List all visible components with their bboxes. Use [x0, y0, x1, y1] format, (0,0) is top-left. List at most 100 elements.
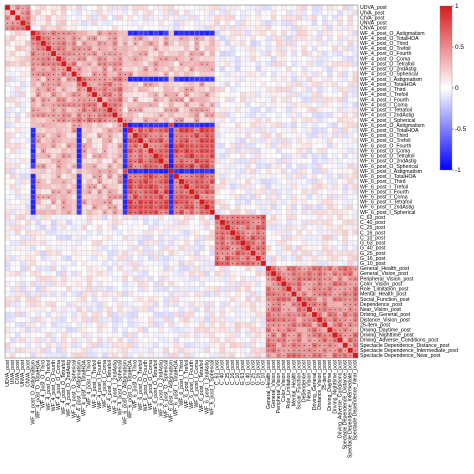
significance-marker: *	[329, 267, 331, 272]
heatmap-cell	[235, 30, 241, 36]
heatmap-cell	[122, 102, 128, 108]
heatmap-cell	[81, 97, 87, 103]
heatmap-cell	[132, 173, 139, 179]
heatmap-cell	[91, 163, 98, 169]
heatmap-cell	[138, 97, 144, 103]
heatmap-cell	[281, 71, 287, 77]
heatmap-cell	[102, 35, 108, 41]
heatmap-cell	[265, 61, 272, 67]
heatmap-cell	[327, 51, 333, 57]
significance-marker: *	[109, 103, 111, 108]
heatmap-cell	[265, 40, 272, 46]
heatmap-cell	[30, 102, 36, 108]
heatmap-cell	[265, 66, 272, 72]
heatmap-cell	[158, 61, 164, 67]
heatmap-cell	[138, 81, 144, 87]
significance-marker: *	[206, 154, 208, 159]
heatmap-cell	[143, 97, 149, 103]
heatmap-cell	[352, 296, 359, 302]
heatmap-cell	[132, 25, 139, 31]
significance-marker: *	[160, 113, 162, 118]
heatmap-cell	[322, 112, 328, 118]
heatmap-cell	[245, 107, 251, 113]
heatmap-cell	[271, 291, 277, 297]
heatmap-cell	[199, 56, 205, 62]
heatmap-cell	[204, 219, 210, 226]
heatmap-cell	[337, 25, 343, 31]
heatmap-cell	[81, 91, 87, 98]
heatmap-cell	[102, 224, 108, 231]
heatmap-cell	[25, 199, 31, 205]
heatmap-cell	[40, 66, 46, 72]
heatmap-cell	[178, 255, 185, 261]
heatmap-cell	[163, 168, 169, 174]
significance-marker: *	[314, 287, 316, 292]
heatmap-cell	[342, 255, 348, 261]
heatmap-cell	[301, 286, 307, 292]
heatmap-cell	[97, 56, 103, 62]
heatmap-cell	[281, 235, 287, 241]
heatmap-cell	[209, 204, 215, 210]
heatmap-cell	[347, 127, 353, 133]
heatmap-cell	[311, 143, 318, 149]
heatmap-cell	[40, 127, 46, 133]
heatmap-cell	[51, 35, 57, 41]
heatmap-cell	[209, 209, 215, 215]
significance-marker: *	[140, 31, 142, 36]
heatmap-cell	[209, 86, 215, 93]
heatmap-cell	[158, 127, 164, 133]
significance-marker: *	[196, 129, 198, 134]
significance-marker: *	[339, 282, 341, 287]
significance-marker: *	[176, 180, 178, 185]
significance-marker: *	[37, 31, 39, 36]
heatmap-cell	[209, 250, 215, 256]
heatmap-cell	[199, 184, 205, 190]
significance-marker: *	[145, 180, 147, 185]
significance-marker: *	[73, 124, 75, 129]
heatmap-cell	[51, 153, 57, 159]
heatmap-cell	[35, 81, 41, 87]
heatmap-cell	[138, 189, 144, 195]
heatmap-cell	[143, 281, 149, 287]
heatmap-cell	[81, 235, 87, 241]
heatmap-cell	[30, 76, 36, 82]
heatmap-cell	[199, 214, 205, 220]
heatmap-cell	[332, 276, 338, 282]
heatmap-cell	[286, 168, 292, 174]
heatmap-cell	[153, 245, 159, 251]
heatmap-cell	[15, 260, 21, 266]
heatmap-cell	[158, 138, 164, 144]
heatmap-cell	[332, 163, 338, 169]
significance-marker: *	[232, 216, 234, 221]
heatmap-cell	[271, 122, 277, 128]
heatmap-cell	[224, 281, 231, 287]
heatmap-cell	[301, 25, 307, 31]
heatmap-cell	[153, 138, 159, 144]
heatmap-cell	[178, 189, 185, 195]
heatmap-cell	[153, 209, 159, 215]
heatmap-cell	[291, 10, 297, 16]
heatmap-cell	[117, 61, 123, 67]
heatmap-cell	[311, 260, 318, 266]
heatmap-cell	[317, 173, 323, 179]
heatmap-cell	[291, 184, 297, 190]
heatmap-cell	[117, 66, 123, 72]
heatmap-cell	[122, 117, 128, 123]
heatmap-cell	[40, 56, 46, 62]
heatmap-cell	[296, 199, 302, 205]
heatmap-cell	[260, 199, 266, 205]
heatmap-cell	[35, 163, 41, 169]
heatmap-cell	[265, 224, 272, 231]
heatmap-cell	[138, 143, 144, 149]
heatmap-cell	[148, 117, 154, 123]
significance-marker: *	[186, 144, 188, 149]
significance-marker: *	[227, 241, 229, 246]
heatmap-cell	[214, 66, 220, 72]
heatmap-cell	[184, 10, 190, 16]
heatmap-cell	[148, 214, 154, 220]
heatmap-cell	[15, 35, 21, 41]
significance-marker: *	[176, 200, 178, 205]
heatmap-cell	[311, 255, 318, 261]
heatmap-cell	[61, 10, 67, 16]
significance-marker: *	[288, 297, 290, 302]
